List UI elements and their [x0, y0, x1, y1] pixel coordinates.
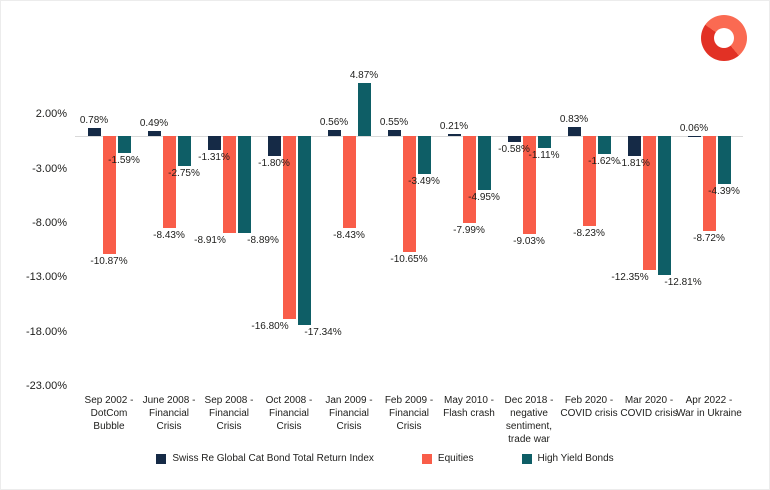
bar-high-yield-bonds	[417, 136, 431, 175]
bar-value-label: -3.49%	[408, 176, 440, 188]
bar-high-yield-bonds	[237, 136, 251, 233]
bar-cat-bond-index	[507, 136, 521, 143]
bar-cat-bond-index	[87, 127, 101, 137]
bar-equities	[282, 136, 296, 319]
y-axis-tick-label: -23.00%	[26, 380, 67, 392]
bar-equities	[582, 136, 596, 226]
bar-equities	[222, 136, 236, 233]
bar-value-label: -8.72%	[693, 232, 725, 244]
y-axis-tick-label: 2.00%	[35, 108, 67, 121]
x-axis-category-label: Dec 2018 - negative sentiment, trade war	[504, 395, 554, 445]
bar-equities	[462, 136, 476, 223]
bar-value-label: -17.34%	[304, 326, 342, 338]
legend-label: Equities	[437, 453, 474, 464]
x-axis-category-label: May 2010 - Flash crash	[443, 395, 495, 419]
x-axis-category-label: June 2008 - Financial Crisis	[142, 395, 196, 432]
y-axis-tick-label: -18.00%	[26, 325, 67, 338]
bar-equities	[642, 136, 656, 271]
bar-value-label: -8.43%	[153, 229, 185, 241]
bar-value-label: -7.99%	[453, 224, 485, 236]
legend-item: Equities	[421, 453, 474, 464]
bar-cat-bond-index	[627, 136, 641, 156]
bar-value-label: 4.87%	[349, 70, 379, 82]
bar-value-label: -8.23%	[573, 227, 605, 239]
bar-high-yield-bonds	[117, 136, 131, 154]
bar-equities	[702, 136, 716, 231]
legend-item: Swiss Re Global Cat Bond Total Return In…	[156, 453, 374, 464]
bar-value-label: -10.65%	[390, 253, 428, 265]
bar-value-label: -9.03%	[513, 236, 545, 248]
bar-high-yield-bonds	[177, 136, 191, 167]
bar-value-label: -4.95%	[468, 191, 500, 203]
y-axis-tick-label: -8.00%	[32, 217, 67, 230]
y-axis: 2.00% -3.00% -8.00% -13.00% -18.00% -23.00%	[1, 1, 73, 421]
bar-value-label: -1.31%	[198, 152, 230, 164]
bar-equities	[402, 136, 416, 252]
legend-swatch	[521, 453, 532, 464]
bar-value-label: -16.80%	[251, 320, 289, 332]
bar-value-label: 0.78%	[79, 114, 109, 126]
bar-value-label: -4.39%	[708, 185, 740, 197]
bar-cat-bond-index	[267, 136, 281, 156]
bar-equities	[342, 136, 356, 228]
brand-logo-icon	[701, 15, 747, 61]
y-axis-tick-label: -13.00%	[26, 271, 67, 284]
bar-value-label: 0.21%	[439, 120, 469, 132]
legend-item: High Yield Bonds	[521, 453, 614, 464]
bar-high-yield-bonds	[717, 136, 731, 184]
bar-high-yield-bonds	[357, 83, 371, 137]
bar-value-label: -1.59%	[108, 155, 140, 167]
bar-equities	[162, 136, 176, 228]
bar-value-label: 0.55%	[379, 117, 409, 129]
bar-high-yield-bonds	[537, 136, 551, 149]
bar-high-yield-bonds	[657, 136, 671, 276]
bar-value-label: -10.87%	[90, 256, 128, 268]
bar-cat-bond-index	[207, 136, 221, 151]
bar-equities	[102, 136, 116, 255]
bar-cat-bond-index	[327, 130, 341, 137]
x-axis-category-label: Sep 2008 - Financial Crisis	[204, 395, 254, 432]
x-axis-category-label: Apr 2022 - War in Ukraine	[676, 395, 742, 419]
legend-swatch	[156, 453, 167, 464]
bar-value-label: -0.58%	[498, 144, 530, 156]
bar-value-label: -1.62%	[588, 155, 620, 167]
bar-cat-bond-index	[147, 130, 161, 137]
bar-value-label: -1.81%	[618, 157, 650, 169]
x-axis-category-label: Mar 2020 - COVID crisis	[620, 395, 678, 419]
bar-cat-bond-index	[567, 127, 581, 137]
legend-label: High Yield Bonds	[537, 453, 614, 464]
x-axis-category-label: Feb 2020 - COVID crisis	[560, 395, 618, 419]
bar-value-label: 0.06%	[679, 122, 709, 134]
x-axis-category-label: Feb 2009 - Financial Crisis	[384, 395, 434, 432]
bar-value-label: -8.43%	[333, 229, 365, 241]
bar-value-label: -1.80%	[258, 157, 290, 169]
bar-equities	[522, 136, 536, 235]
bar-value-label: -12.81%	[664, 277, 702, 289]
bar-cat-bond-index	[687, 135, 701, 137]
x-axis-category-label: Sep 2002 - DotCom Bubble	[84, 395, 134, 432]
bar-value-label: -1.11%	[528, 150, 560, 162]
bar-value-label: -8.89%	[247, 234, 279, 246]
bar-value-label: 0.56%	[319, 117, 349, 129]
legend-label: Swiss Re Global Cat Bond Total Return In…	[172, 453, 374, 464]
x-axis-category-label: Oct 2008 - Financial Crisis	[265, 395, 313, 432]
bar-high-yield-bonds	[477, 136, 491, 190]
legend: Swiss Re Global Cat Bond Total Return In…	[1, 453, 769, 464]
bar-value-label: 0.49%	[139, 117, 169, 129]
bar-value-label: 0.83%	[559, 114, 589, 126]
bar-value-label: -12.35%	[611, 272, 649, 284]
plot-area: 0.78% -10.87% -1.59% 0.49% -8.43% -2.75% -1.31…	[75, 70, 743, 386]
bar-high-yield-bonds	[297, 136, 311, 325]
bar-high-yield-bonds	[597, 136, 611, 154]
bar-cat-bond-index	[447, 133, 461, 137]
bar-value-label: -8.91%	[194, 234, 226, 246]
legend-swatch	[421, 453, 432, 464]
bar-value-label: -2.75%	[168, 168, 200, 180]
bar-cat-bond-index	[387, 130, 401, 137]
x-axis-category-label: Jan 2009 - Financial Crisis	[325, 395, 373, 432]
y-axis-tick-label: -3.00%	[32, 162, 67, 175]
